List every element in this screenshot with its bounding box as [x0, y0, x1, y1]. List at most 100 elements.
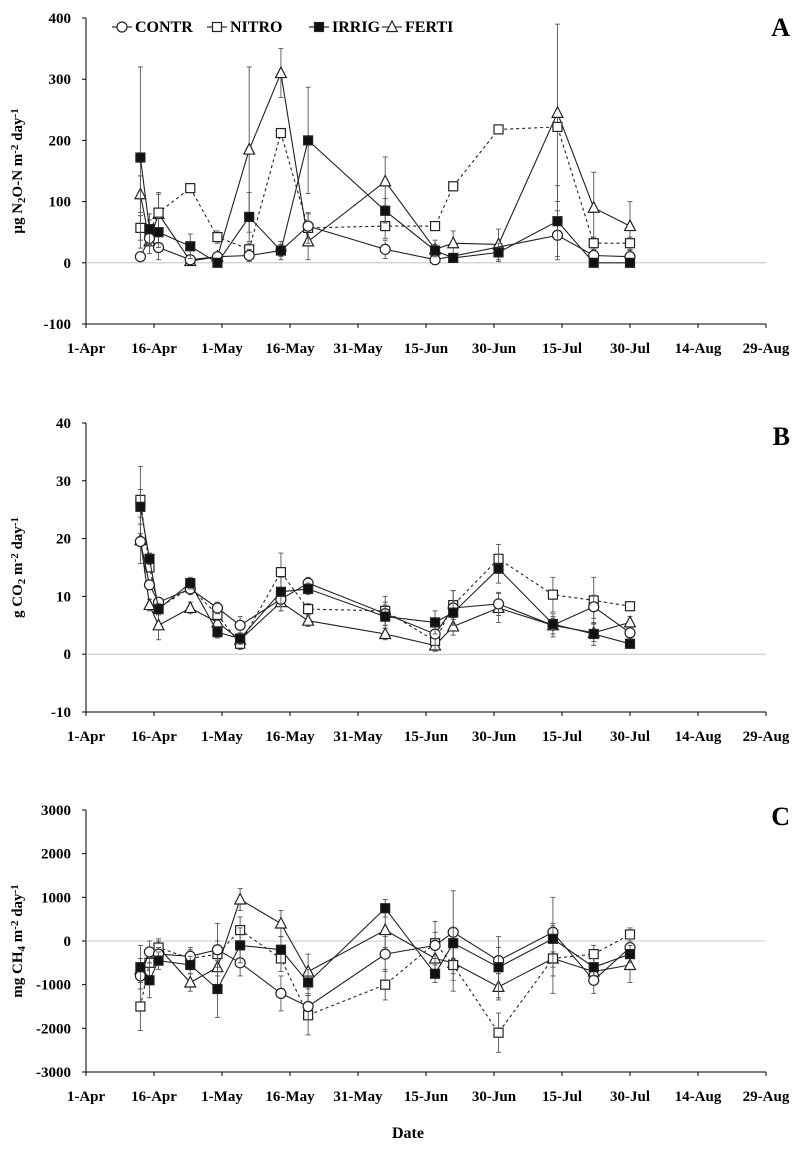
data-point — [134, 251, 146, 263]
y-tick-label: 3000 — [41, 803, 71, 819]
panel-c: -3000 -2000 -1000 0 1000 2000 3000 1-Apr 16-Apr 1… — [9, 802, 790, 1105]
data-point — [623, 615, 637, 628]
data-point — [378, 174, 392, 187]
y-tick-label: 100 — [49, 195, 72, 211]
x-tick-label: 16-Apr — [131, 1089, 177, 1105]
data-point — [135, 501, 146, 512]
data-point — [587, 200, 601, 213]
x-tick-label: 16-Apr — [131, 341, 177, 357]
data-point — [275, 944, 287, 955]
y-axis-label-part: -1 — [9, 884, 21, 893]
y-axis-label: mg CH4 m-2 day-1 — [9, 884, 28, 997]
data-point — [144, 553, 155, 564]
legend-label: FERTI — [405, 19, 453, 36]
data-point — [275, 987, 287, 1000]
y-axis-label-part: 2 — [16, 578, 28, 584]
legend-marker — [211, 21, 223, 33]
data-point — [588, 948, 599, 960]
data-point — [429, 939, 441, 951]
data-point — [153, 604, 164, 615]
y-tick-label: 20 — [56, 532, 71, 548]
y-axis-label-part: -1 — [9, 108, 21, 117]
data-point — [623, 218, 637, 232]
data-point — [379, 948, 391, 960]
data-point — [211, 944, 224, 956]
panel-letter: B — [773, 422, 790, 451]
x-tick-label: 15-Jul — [542, 729, 582, 745]
data-point — [211, 602, 224, 614]
data-point — [212, 983, 223, 995]
legend-label: NITRO — [230, 19, 282, 36]
x-tick-label: 16-May — [265, 729, 315, 745]
data-point — [212, 627, 223, 638]
y-tick-label: 30 — [56, 474, 71, 490]
data-point — [185, 241, 196, 252]
data-point — [235, 633, 246, 644]
data-point — [135, 1001, 146, 1012]
data-point — [448, 938, 459, 949]
legend-label: IRRIG — [332, 19, 381, 36]
data-point — [624, 948, 636, 960]
y-tick-label: 2000 — [41, 847, 71, 863]
x-tick-label: 15-Jun — [404, 341, 449, 357]
data-point — [547, 589, 559, 600]
data-point — [551, 105, 564, 118]
data-point — [134, 535, 146, 548]
y-tick-label: 200 — [49, 133, 72, 149]
x-tick-label: 31-May — [333, 341, 383, 357]
x-tick-label: 1-Apr — [67, 341, 106, 357]
legend-marker — [385, 19, 399, 33]
x-tick-label: 29-Aug — [743, 1089, 790, 1105]
y-axis-label-part: -2 — [9, 144, 21, 154]
data-point — [588, 257, 599, 268]
data-point — [183, 600, 197, 614]
data-point — [183, 975, 197, 988]
x-tick-label: 1-May — [201, 1089, 243, 1105]
data-point — [275, 586, 287, 597]
y-axis-label-part: m — [10, 929, 26, 946]
x-tick-label: 30-Jul — [610, 1089, 650, 1105]
y-axis-label-part: day — [10, 526, 26, 554]
data-point — [624, 601, 636, 612]
data-point — [493, 563, 504, 574]
data-point — [153, 207, 164, 218]
x-tick-label: 1-May — [201, 729, 243, 745]
y-tick-label: -1000 — [36, 978, 71, 994]
y-axis-label-part: -2 — [9, 553, 21, 563]
x-tick-label: 30-Jun — [472, 1089, 517, 1105]
data-point — [588, 601, 600, 613]
data-point — [185, 959, 196, 971]
panel-a: -100 0 100 200 300 400 1-Apr 16-Apr 1-May 16-May 3… — [9, 11, 790, 357]
y-axis-label-part: 2 — [16, 197, 28, 203]
y-axis-label-part: µg N — [10, 203, 26, 234]
x-tick-label: 30-Jun — [472, 729, 517, 745]
data-point — [303, 583, 314, 594]
x-tick-label: 30-Jul — [610, 729, 650, 745]
data-point — [242, 142, 256, 155]
y-tick-label: 10 — [56, 589, 71, 605]
data-point — [275, 245, 287, 256]
data-point — [429, 617, 441, 628]
data-point — [380, 979, 391, 990]
y-tick-label: 0 — [64, 647, 72, 663]
y-axis-label-part: 4 — [16, 945, 28, 951]
y-axis-label-part: g CO — [10, 584, 26, 618]
y-axis-label-part: mg CH — [10, 951, 26, 998]
x-tick-label: 31-May — [333, 1089, 383, 1105]
data-point — [624, 257, 636, 268]
data-point — [185, 578, 196, 589]
data-point — [547, 619, 559, 630]
y-tick-label: 40 — [56, 416, 71, 432]
data-point — [303, 977, 314, 988]
data-point — [429, 968, 441, 979]
legend-marker — [313, 21, 325, 33]
legend-label: CONTR — [135, 19, 193, 36]
data-point — [302, 220, 314, 232]
data-point — [380, 611, 391, 622]
data-point — [380, 205, 391, 216]
x-tick-label: 29-Aug — [743, 341, 790, 357]
y-axis-label-part: -1 — [9, 517, 21, 526]
data-point — [588, 962, 599, 973]
x-tick-label: 16-May — [265, 341, 315, 357]
